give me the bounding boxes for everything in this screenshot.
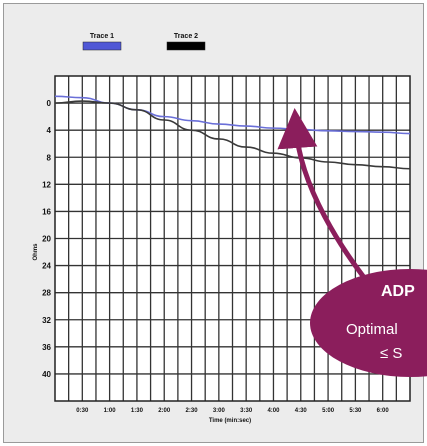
x-tick-label: 3:00 bbox=[213, 408, 226, 414]
x-tick-label: 1:00 bbox=[104, 408, 117, 414]
callout-line-1: Optimal bbox=[346, 321, 398, 338]
legend-label-trace-1: Trace 1 bbox=[90, 33, 114, 40]
x-tick-label: 4:00 bbox=[267, 408, 280, 414]
legend: Trace 1 Trace 2 bbox=[82, 33, 206, 51]
x-tick-label: 5:00 bbox=[322, 408, 335, 414]
callout-ellipse bbox=[310, 269, 427, 377]
x-tick-label: 5:30 bbox=[349, 408, 362, 414]
x-tick-label: 2:30 bbox=[186, 408, 199, 414]
legend-swatch-trace-2 bbox=[166, 41, 206, 51]
callout-title: ADP bbox=[381, 283, 415, 300]
y-tick-label: 32 bbox=[42, 316, 51, 325]
y-tick-label: 16 bbox=[42, 207, 51, 216]
y-tick-label: 0 bbox=[47, 99, 52, 108]
x-tick-label: 0:30 bbox=[76, 408, 89, 414]
x-tick-label: 1:30 bbox=[131, 408, 144, 414]
x-axis-label: Time (min:sec) bbox=[209, 418, 251, 424]
plot-border bbox=[54, 75, 411, 402]
y-axis-label: Ohms bbox=[33, 243, 39, 261]
y-tick-label: 8 bbox=[47, 153, 52, 162]
x-tick-label: 2:00 bbox=[158, 408, 171, 414]
y-tick-label: 4 bbox=[47, 126, 52, 135]
callout-line-2: ≤ S bbox=[380, 345, 402, 362]
y-tick-label: 28 bbox=[42, 289, 51, 298]
y-tick-label: 36 bbox=[42, 343, 51, 352]
legend-label-trace-2: Trace 2 bbox=[174, 33, 198, 40]
y-tick-label: 40 bbox=[42, 370, 51, 379]
y-tick-label: 24 bbox=[42, 262, 51, 271]
x-tick-label: 6:00 bbox=[377, 408, 390, 414]
y-tick-label: 12 bbox=[42, 180, 51, 189]
legend-swatch-trace-1 bbox=[82, 41, 122, 51]
x-tick-label: 3:30 bbox=[240, 408, 253, 414]
series-line-trace-2 bbox=[54, 100, 411, 170]
y-tick-label: 20 bbox=[42, 235, 51, 244]
x-tick-label: 4:30 bbox=[295, 408, 308, 414]
